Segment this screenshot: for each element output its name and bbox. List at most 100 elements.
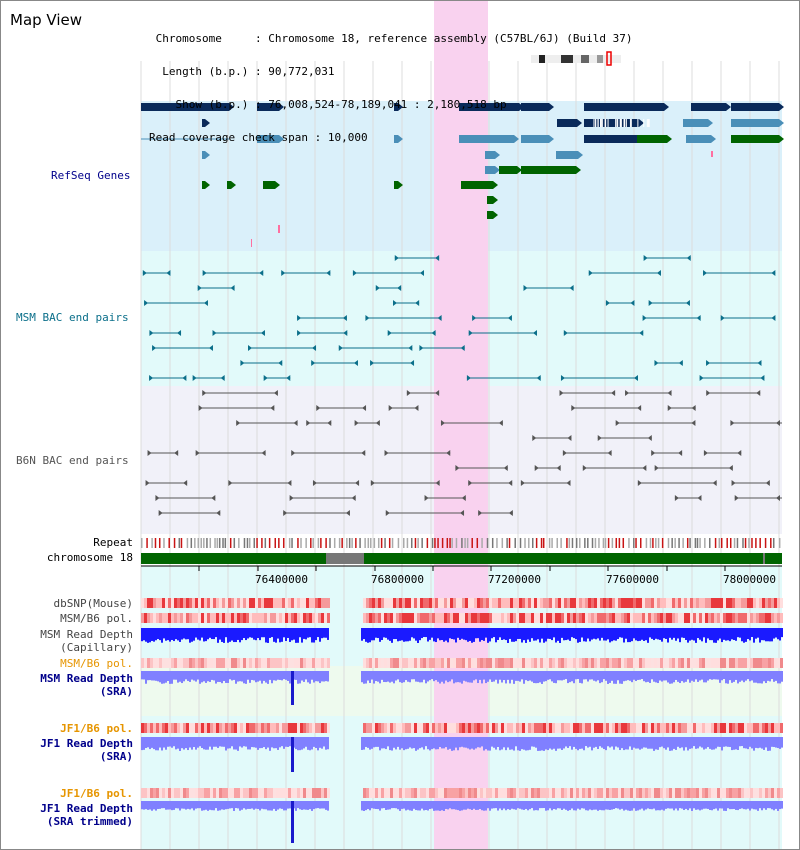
- msm-depth-sra-bar: [267, 671, 269, 684]
- msm-depth-sra-bar: [273, 671, 275, 681]
- msm-b6-pol-heat-cell: [534, 613, 537, 623]
- dbsnp-heat-cell: [642, 598, 645, 608]
- dbsnp-heat-cell: [303, 598, 306, 608]
- msm-depth-sra-bar: [231, 671, 233, 681]
- msm-b6-pol-heat-cell: [747, 613, 750, 623]
- jf1-depth-trimmed-bar: [415, 801, 417, 811]
- msm-depth-capillary-bar: [385, 628, 387, 638]
- msm-depth-sra-bar: [175, 671, 177, 680]
- msm-depth-capillary-bar: [647, 628, 649, 643]
- jf1-b6-pol-track-label[interactable]: JF1/B6 pol.: [60, 722, 133, 735]
- msm-depth-sra-bar: [379, 671, 381, 684]
- msm-b6-pol-sra-heat-cell: [765, 658, 768, 668]
- jf1-b6-pol-trimmed-heat-cell: [450, 788, 453, 798]
- jf1-depth-trimmed-bar: [389, 801, 391, 810]
- repeat-element: [598, 538, 600, 548]
- msm-depth-capillary-bar: [429, 628, 431, 640]
- jf1-depth-trimmed-bar: [397, 801, 399, 810]
- repeat-element: [190, 538, 193, 548]
- jf1-depth-sra-bar: [715, 737, 717, 749]
- dbsnp-heat-cell: [156, 598, 159, 608]
- jf1-b6-pol-trimmed-track-label[interactable]: JF1/B6 pol.: [60, 787, 133, 800]
- msm-depth-sra-bar: [693, 671, 695, 682]
- repeat-element: [587, 538, 589, 548]
- jf1-depth-trimmed-bar: [627, 801, 629, 811]
- dbsnp-heat-cell: [756, 598, 759, 608]
- msm-b6-pol-sra-track-label[interactable]: MSM/B6 pol.: [60, 657, 133, 670]
- msm-depth-capillary-bar: [395, 628, 397, 640]
- msm-b6-pol-sra-heat-cell: [768, 658, 771, 668]
- repeat-element: [744, 538, 747, 548]
- repeat-element: [216, 538, 219, 548]
- dbsnp-heat-cell: [513, 598, 516, 608]
- jf1-b6-pol-trimmed-heat-cell: [552, 788, 555, 798]
- jf1-depth-trimmed-bar: [733, 801, 735, 809]
- jf1-b6-pol-heat-cell: [777, 723, 780, 733]
- jf1-b6-pol-trimmed-heat-cell: [660, 788, 663, 798]
- bac-end-arrow-icon: [712, 480, 717, 486]
- gene-arrow-icon: [493, 196, 498, 204]
- msm-b6-pol-heat-cell: [498, 613, 501, 623]
- msm-depth-capillary-bar: [251, 628, 253, 638]
- jf1-depth-sra-bar: [219, 737, 221, 747]
- jf1-depth-trimmed-bar: [757, 801, 759, 811]
- b6n-bac-track-label[interactable]: B6N BAC end pairs: [16, 454, 129, 467]
- msm-depth-sra-bar: [389, 671, 391, 683]
- jf1-b6-pol-trimmed-heat-cell: [261, 788, 264, 798]
- msm-depth-sra-bar: [479, 671, 481, 680]
- bac-end-arrow-icon: [776, 420, 780, 426]
- msm-bac-track-label[interactable]: MSM BAC end pairs: [16, 311, 129, 324]
- msm-depth-capillary-bar: [621, 628, 623, 638]
- msm-depth-capillary-bar: [399, 628, 401, 641]
- jf1-depth-trimmed-bar: [221, 801, 223, 810]
- msm-depth-capillary-bar: [469, 628, 471, 641]
- jf1-depth-trimmed-bar: [141, 801, 143, 810]
- jf1-depth-trimmed-bar: [689, 801, 691, 809]
- msm-depth-sra-bar: [495, 671, 497, 680]
- msm-depth-capillary-bar: [249, 628, 251, 638]
- jf1-b6-pol-trimmed-heat-cell: [699, 788, 702, 798]
- jf1-depth-trimmed-bar: [735, 801, 737, 810]
- dbsnp-heat-cell: [774, 598, 777, 608]
- jf1-read-depth-trimmed-label[interactable]: JF1 Read Depth (SRA trimmed): [40, 802, 133, 828]
- dbsnp-heat-cell: [165, 598, 168, 608]
- jf1-depth-sra-bar: [611, 737, 613, 747]
- jf1-depth-trimmed-bar: [381, 801, 383, 809]
- bac-end-arrow-icon: [192, 375, 197, 381]
- repeat-element: [229, 538, 232, 548]
- ideogram-position-marker: [606, 51, 612, 66]
- dbsnp-heat-cell: [621, 598, 624, 608]
- jf1-depth-sra-bar: [211, 737, 213, 750]
- jf1-depth-sra-bar: [171, 737, 173, 748]
- jf1-depth-trimmed-bar: [225, 801, 227, 810]
- msm-depth-sra-bar: [485, 671, 487, 684]
- jf1-depth-trimmed-bar: [253, 801, 255, 810]
- msm-b6-pol-sra-heat-cell: [219, 658, 222, 668]
- dbsnp-track-label[interactable]: dbSNP(Mouse): [53, 597, 133, 610]
- dbsnp-heat-cell: [741, 598, 744, 608]
- msm-b6-pol-sra-heat-cell: [291, 658, 294, 668]
- jf1-read-depth-sra-label[interactable]: JF1 Read Depth (SRA): [40, 737, 133, 763]
- refseq-genes-track-label[interactable]: RefSeq Genes: [51, 169, 131, 182]
- jf1-depth-trimmed-bar: [159, 801, 161, 809]
- jf1-depth-sra-bar: [567, 737, 569, 748]
- msm-depth-sra-bar: [497, 671, 499, 684]
- jf1-b6-pol-trimmed-heat-cell: [723, 788, 726, 798]
- msm-b6-pol-track-label[interactable]: MSM/B6 pol.: [60, 612, 133, 625]
- msm-depth-sra-bar: [423, 671, 425, 680]
- jf1-depth-trimmed-bar: [593, 801, 595, 810]
- msm-depth-capillary-bar: [567, 628, 569, 640]
- repeat-element: [197, 538, 200, 548]
- jf1-depth-sra-bar: [313, 737, 315, 747]
- msm-read-depth-sra-label[interactable]: MSM Read Depth (SRA): [40, 672, 133, 698]
- bac-end-arrow-icon: [630, 300, 635, 306]
- msm-depth-capillary-bar: [261, 628, 263, 638]
- msm-b6-pol-sra-heat-cell: [318, 658, 321, 668]
- jf1-depth-sra-bar: [579, 737, 581, 749]
- msm-depth-sra-bar: [171, 671, 173, 684]
- jf1-b6-pol-heat-cell: [744, 723, 747, 733]
- msm-read-depth-capillary-label[interactable]: MSM Read Depth (Capillary): [40, 628, 133, 654]
- jf1-depth-sra-bar: [543, 737, 545, 751]
- msm-b6-pol-heat-cell: [774, 613, 777, 623]
- jf1-depth-sra-bar: [609, 737, 611, 748]
